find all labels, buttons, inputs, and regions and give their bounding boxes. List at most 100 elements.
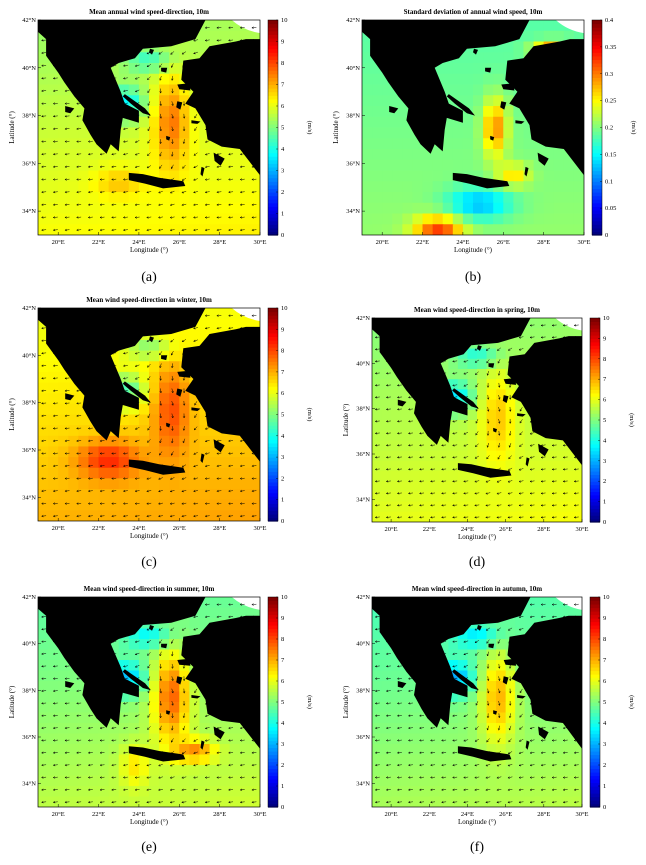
wind-arrow (146, 351, 152, 355)
wind-arrow (474, 468, 480, 471)
wind-arrow (216, 166, 222, 168)
wind-arrow (99, 166, 105, 168)
wind-arrow (111, 776, 117, 778)
colorbar-tick-label: 2 (281, 475, 284, 482)
wind-arrow (193, 339, 198, 342)
wind-arrow (99, 77, 105, 79)
wind-arrow (441, 653, 447, 655)
wind-arrow (530, 384, 535, 387)
wind-arrow (518, 480, 524, 482)
wind-arrow (519, 348, 524, 351)
wind-arrow (147, 363, 151, 368)
wind-arrow (240, 153, 245, 155)
wind-arrow (182, 451, 186, 456)
wind-arrow (135, 515, 140, 517)
y-tick-label: 38°N (22, 400, 36, 407)
wind-arrow (228, 52, 234, 54)
wind-arrow (182, 63, 186, 68)
wind-arrow (430, 678, 436, 680)
wind-arrow (193, 178, 198, 181)
wind-arrow (519, 676, 523, 681)
wind-arrow (441, 384, 447, 386)
land-mass (191, 120, 201, 124)
wind-arrow (552, 653, 557, 655)
wind-arrow (463, 628, 469, 630)
wind-arrow (111, 603, 117, 605)
wind-arrow (441, 408, 447, 410)
wind-arrow (563, 653, 568, 655)
wind-arrow (205, 439, 210, 442)
wind-arrow (158, 203, 163, 206)
land-mass (502, 676, 509, 685)
wind-arrow (158, 177, 163, 181)
wind-arrow (205, 102, 210, 105)
wind-arrow (452, 468, 458, 470)
wind-arrow (552, 324, 557, 326)
x-tick-label: 22°E (92, 811, 105, 818)
wind-arrow (240, 377, 245, 379)
x-tick-label: 30°E (253, 525, 266, 532)
wind-arrow (475, 726, 479, 730)
colorbar-tick-label: 8 (281, 60, 284, 67)
wind-arrow (158, 515, 163, 517)
wind-arrow (158, 39, 163, 42)
wind-arrow (228, 315, 234, 317)
wind-arrow (228, 140, 234, 142)
wind-arrow (158, 229, 163, 231)
wind-arrow (135, 465, 140, 467)
wind-arrow (170, 51, 175, 55)
wind-arrow (474, 776, 480, 779)
wind-arrow (485, 324, 491, 326)
colorbar-tick-label: 6 (603, 397, 607, 404)
wind-arrow (123, 166, 128, 168)
wind-arrow (123, 690, 128, 692)
wind-arrow (205, 702, 210, 705)
wind-arrow (159, 351, 163, 356)
wind-arrow (194, 713, 198, 718)
wind-arrow (228, 77, 234, 79)
wind-arrow (160, 400, 162, 406)
colorbar-tick-label: 10 (281, 17, 288, 24)
wind-arrow (146, 203, 152, 206)
x-tick-label: 20°E (52, 525, 65, 532)
colorbar-tick-label: 6 (281, 390, 285, 397)
wind-arrow (496, 492, 502, 495)
wind-arrow (541, 444, 546, 446)
wind-arrow (240, 340, 245, 342)
wind-arrow (111, 191, 117, 193)
x-tick-label: 30°E (577, 239, 590, 246)
land-mass (372, 597, 531, 728)
wind-arrow (135, 364, 140, 367)
y-tick-label: 40°N (22, 641, 36, 648)
land-mass (525, 740, 530, 750)
wind-arrow (496, 336, 502, 339)
wind-arrow (159, 75, 162, 81)
wind-arrow (496, 480, 502, 483)
wind-arrow (541, 752, 546, 754)
wind-arrow (135, 801, 140, 803)
colorbar-tick-label: 3 (281, 741, 284, 748)
wind-arrow (159, 451, 163, 456)
land-mass (493, 427, 497, 433)
wind-arrow (475, 371, 479, 375)
wind-arrow (240, 690, 245, 692)
wind-arrow (541, 789, 546, 791)
wind-arrow (146, 776, 152, 779)
wind-arrow (541, 665, 546, 667)
wind-arrow (147, 388, 151, 393)
colorbar-tick-label: 0.15 (605, 151, 616, 158)
wind-arrow (497, 455, 501, 460)
wind-arrow (111, 352, 117, 354)
colorbar-tick-label: 9 (281, 326, 284, 333)
wind-arrow (205, 191, 210, 193)
y-axis-label: Latitude (°) (342, 403, 350, 436)
wind-arrow (205, 229, 210, 231)
wind-arrow (228, 390, 234, 392)
wind-arrow (182, 627, 187, 631)
wind-arrow (193, 76, 198, 80)
wind-arrow (111, 140, 117, 142)
wind-arrow (240, 640, 245, 642)
y-tick-label: 40°N (22, 352, 36, 359)
wind-arrow (158, 502, 163, 505)
